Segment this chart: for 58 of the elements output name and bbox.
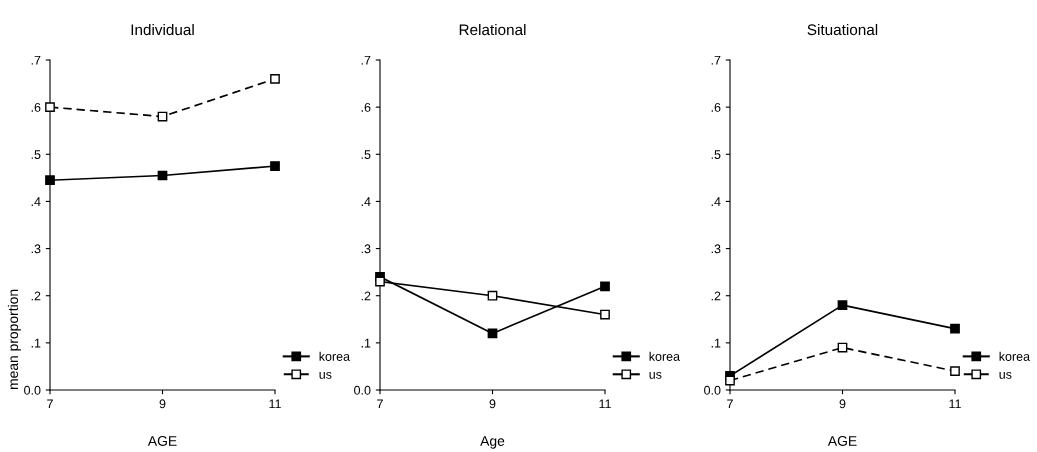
x-tick-label: 11 (599, 399, 611, 409)
point (270, 161, 280, 171)
y-tick-label: .7 (31, 55, 41, 65)
point (725, 375, 735, 386)
point (487, 290, 498, 301)
y-tick-label: .5 (361, 150, 371, 159)
x-tick-label: 11 (949, 399, 961, 409)
y-tick-label: .4 (31, 197, 41, 206)
legend-label: korea (319, 351, 351, 361)
point (837, 300, 848, 311)
point (375, 276, 385, 287)
y-tick-label: .3 (31, 244, 41, 254)
legend-label: us (999, 371, 1012, 379)
legend-label: us (319, 371, 332, 379)
x-tick-label: 9 (489, 399, 496, 409)
y-tick-label: .7 (361, 55, 371, 65)
y-tick-label: .3 (361, 244, 371, 254)
y-tick-label: .2 (361, 291, 371, 301)
point (950, 323, 960, 334)
x-tick-label: 7 (47, 399, 53, 409)
y-axis-title: mean proportion (7, 289, 21, 390)
point (950, 366, 960, 377)
y-tick-label: 0.0 (704, 385, 721, 395)
y-tick-label: .6 (31, 102, 41, 112)
x-axis-title: Age (480, 436, 505, 449)
chart-title: Individual (131, 23, 194, 36)
y-tick-label: .6 (711, 102, 721, 112)
y-tick-label: 0.0 (354, 385, 371, 395)
x-tick-label: 9 (839, 399, 846, 409)
y-tick-label: .6 (361, 102, 371, 112)
x-axis-title: AGE (827, 436, 857, 446)
x-tick-label: 11 (269, 399, 281, 409)
y-tick-label: .5 (31, 150, 41, 159)
point (600, 309, 610, 320)
chart-title: Situational (807, 23, 878, 36)
y-tick-label: .1 (31, 338, 41, 348)
legend-label: korea (999, 351, 1031, 361)
y-tick-label: .4 (711, 197, 721, 206)
point (600, 281, 610, 292)
x-tick-label: 7 (727, 399, 733, 409)
chart-title: Relational (459, 23, 526, 36)
y-tick-label: 0.0 (24, 385, 41, 395)
point (270, 73, 280, 84)
x-tick-label: 9 (159, 399, 166, 409)
y-tick-label: .7 (711, 55, 721, 65)
point (45, 175, 55, 186)
y-tick-label: .2 (31, 291, 41, 301)
legend-label: korea (649, 351, 681, 361)
point (45, 102, 55, 113)
y-tick-label: .4 (361, 197, 371, 206)
y-tick-label: .2 (711, 291, 721, 301)
y-tick-label: .1 (711, 338, 721, 348)
y-tick-label: .3 (711, 244, 721, 254)
x-axis-title: AGE (147, 436, 177, 446)
x-tick-label: 7 (377, 399, 383, 409)
legend-label: us (649, 371, 662, 379)
y-tick-label: .1 (361, 338, 371, 348)
y-tick-label: .5 (711, 150, 721, 159)
